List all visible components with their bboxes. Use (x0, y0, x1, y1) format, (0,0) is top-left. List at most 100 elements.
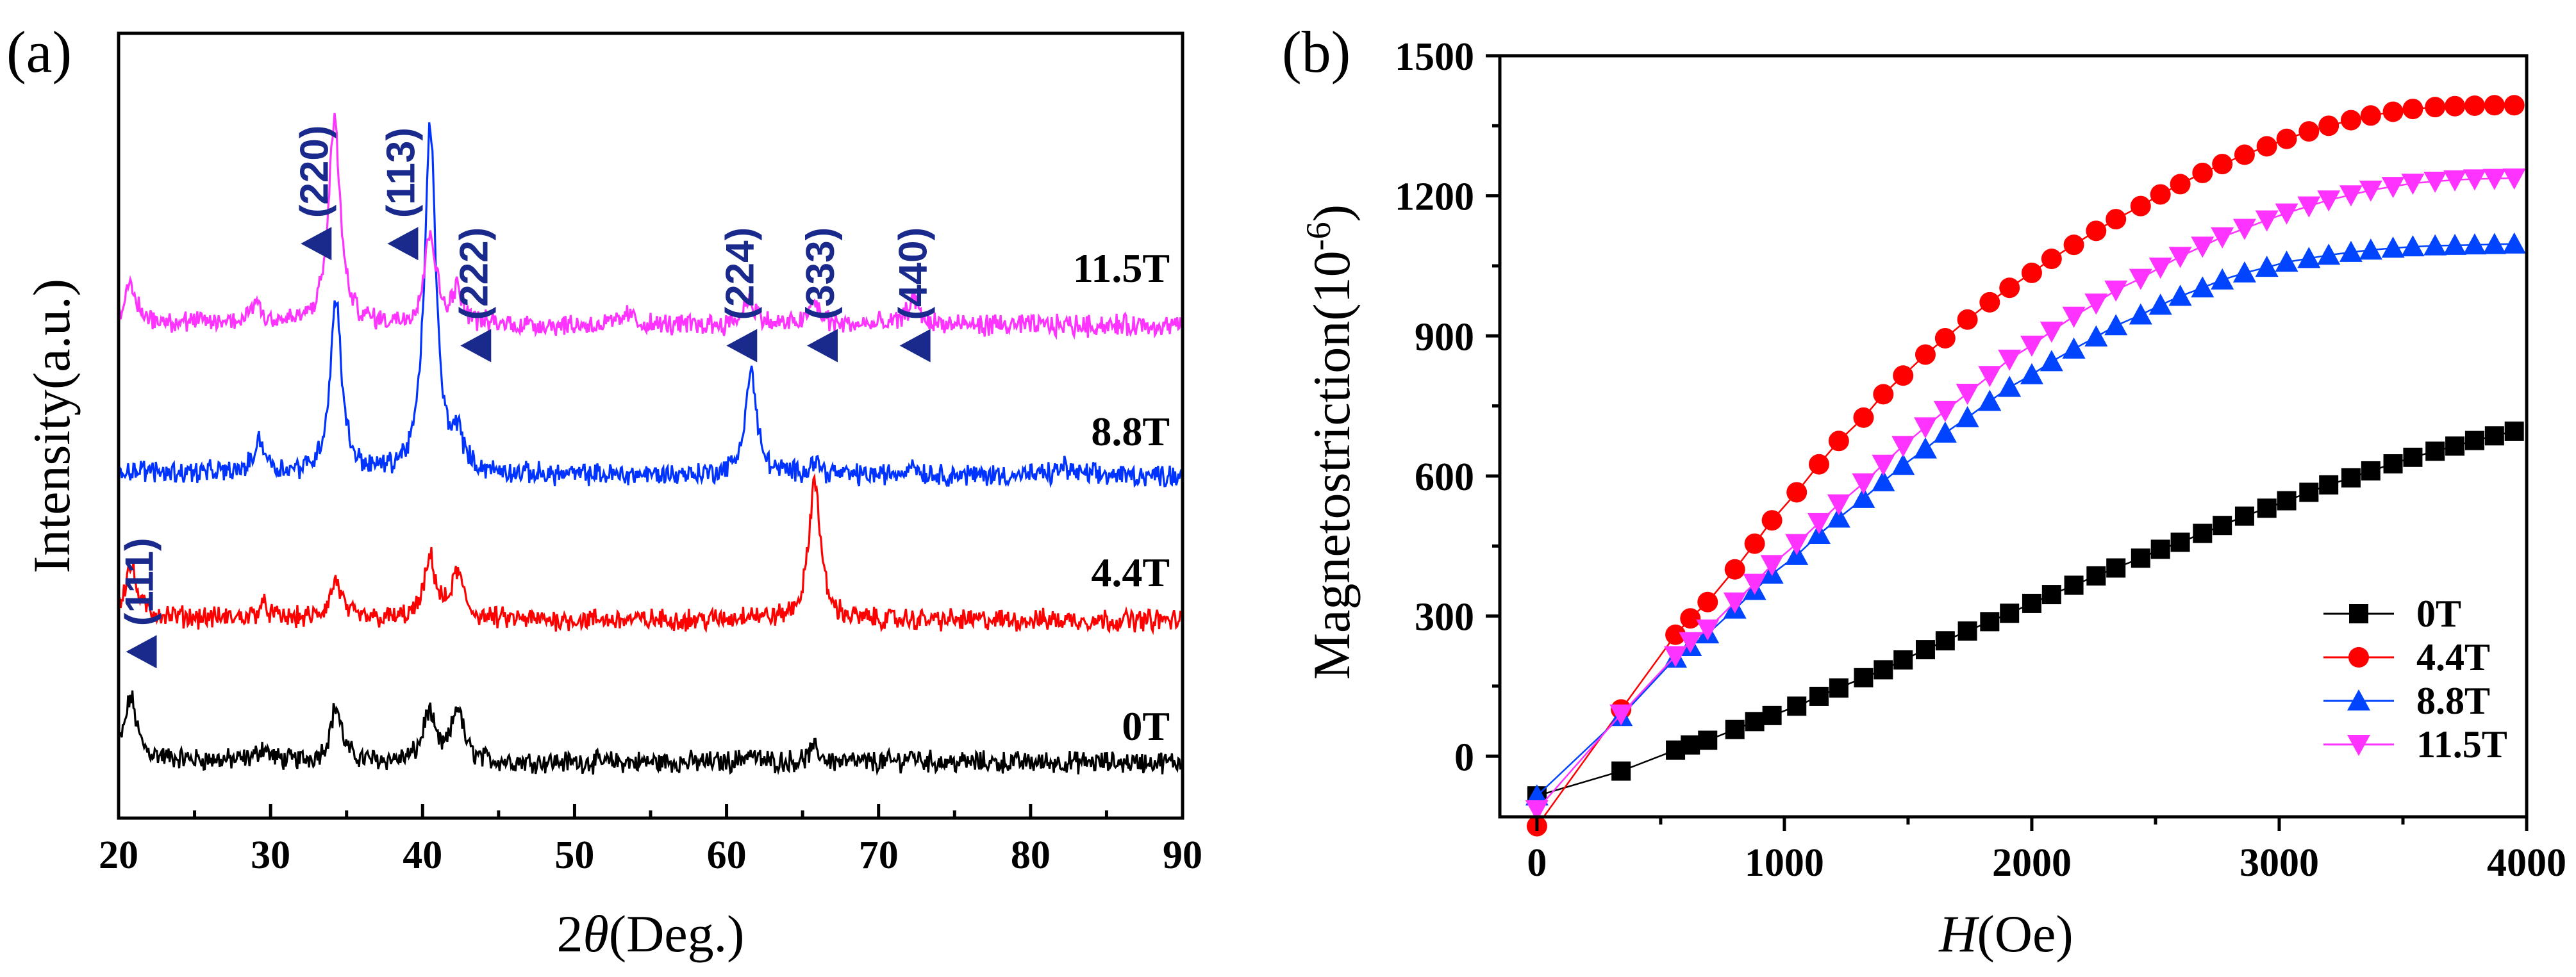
data-point (2382, 101, 2404, 122)
data-point (2193, 523, 2213, 543)
data-point (2170, 174, 2191, 195)
magnetostriction-series-0t (1527, 421, 2524, 806)
data-point (1935, 631, 1955, 651)
data-point (1891, 436, 1915, 457)
magnetostriction-x-tick-label: 4000 (2487, 841, 2566, 885)
xrd-x-tick-label: 50 (554, 833, 594, 877)
data-point (2104, 314, 2128, 336)
data-point (2062, 306, 2086, 328)
data-point (1956, 406, 1979, 427)
data-point (1696, 620, 1720, 641)
data-point (1725, 719, 1745, 739)
magnetostriction-series-11-5t (1525, 168, 2526, 822)
peak-marker-icon (726, 329, 758, 363)
xrd-series-0t-line (117, 690, 1183, 776)
data-point (1827, 506, 1850, 528)
data-point (2423, 234, 2447, 256)
xrd-chart: (a) 20 30 40 50 60 70 80 90 2θ(Deg.) Intensity(… (6, 19, 1202, 963)
data-point (2106, 558, 2126, 578)
data-point (2168, 247, 2192, 268)
data-point (1697, 591, 1718, 612)
data-point (1760, 555, 1784, 577)
peak-label-440: (440) (892, 227, 936, 320)
xrd-y-axis-title: Intensity(a.u.) (22, 279, 81, 573)
data-point (1680, 608, 1701, 629)
xrd-series-label-8-8t: 8.8T (1091, 409, 1170, 454)
magnetostriction-x-tick-label: 0 (1527, 841, 1547, 885)
data-point (2297, 247, 2321, 268)
data-point (2318, 115, 2339, 136)
xrd-x-axis-title-prefix: 2 (556, 905, 583, 963)
xrd-series-4-4t-line (117, 473, 1184, 636)
data-point (2277, 491, 2297, 511)
magnetostriction-plot-frame (1498, 54, 2529, 819)
data-point (1915, 344, 1936, 365)
data-point (1665, 624, 1686, 645)
data-point (2445, 436, 2465, 456)
data-point (1913, 437, 1937, 459)
magnetostriction-x-tick-label: 3000 (2239, 841, 2319, 885)
data-point (1828, 431, 1849, 452)
data-point (1893, 365, 1914, 386)
data-point (2257, 498, 2277, 518)
data-point (2319, 475, 2339, 495)
data-point (2255, 210, 2279, 232)
data-point (1761, 510, 1782, 531)
data-point (1664, 646, 1688, 668)
data-point (2255, 256, 2279, 277)
xrd-x-axis-title-suffix: (Deg.) (609, 905, 745, 963)
data-point (1874, 660, 1893, 680)
peak-annotation-224: (224) (718, 227, 762, 363)
data-point (2084, 293, 2108, 315)
legend-label: 4.4T (2416, 636, 2490, 678)
data-point (1611, 761, 1631, 781)
data-point (2040, 350, 2063, 372)
legend-marker-icon (2349, 604, 2368, 623)
peak-label-224: (224) (718, 227, 762, 320)
data-point (2130, 195, 2151, 217)
magnetostriction-y-axis-title-suffix: ) (1302, 204, 1361, 222)
magnetostriction-x-tick-label: 2000 (1992, 841, 2072, 885)
data-point (2443, 233, 2467, 255)
peak-marker-icon (460, 329, 492, 363)
legend-item-11-5t: 11.5T (2323, 723, 2507, 766)
data-point (2063, 234, 2084, 256)
data-point (1980, 612, 2000, 632)
data-point (2022, 593, 2041, 613)
panel-label-b: (b) (1282, 19, 1350, 85)
peak-label-220: (220) (292, 126, 337, 218)
peak-annotation-113: (113) (379, 127, 423, 261)
data-point (1853, 407, 1874, 428)
data-point (2021, 262, 2042, 283)
data-point (2020, 363, 2043, 384)
xrd-series-label-4-4t: 4.4T (1091, 550, 1170, 595)
data-point (1933, 400, 1957, 422)
data-point (2086, 566, 2106, 586)
peak-marker-icon (387, 227, 419, 261)
peak-label-113: (113) (379, 127, 423, 218)
magnetostriction-y-tick-label: 1200 (1395, 176, 1474, 219)
data-point (2341, 468, 2361, 488)
xrd-x-tick-label: 30 (251, 833, 290, 877)
data-point (2192, 162, 2213, 183)
xrd-x-tick-label: 90 (1163, 833, 1202, 877)
data-point (1525, 784, 1549, 806)
data-point (2383, 454, 2403, 474)
data-point (2148, 258, 2172, 279)
data-point (2402, 99, 2423, 120)
data-point (2359, 238, 2382, 260)
data-point (1698, 730, 1718, 750)
data-point (2445, 95, 2466, 117)
data-point (2234, 506, 2254, 526)
peak-marker-icon (806, 329, 838, 363)
data-point (2106, 209, 2127, 230)
data-point (2484, 426, 2504, 446)
magnetostriction-y-tick-label: 600 (1415, 456, 1474, 499)
data-point (2339, 240, 2363, 262)
magnetostriction-chart: (b) 0 1000 2000 3000 4000030060090012001500 … (1282, 19, 2566, 963)
legend-item-8-8t: 8.8T (2323, 680, 2490, 722)
data-point (1998, 375, 2022, 397)
legend-item-4-4t: 4.4T (2323, 636, 2490, 678)
data-point (1787, 696, 1807, 716)
